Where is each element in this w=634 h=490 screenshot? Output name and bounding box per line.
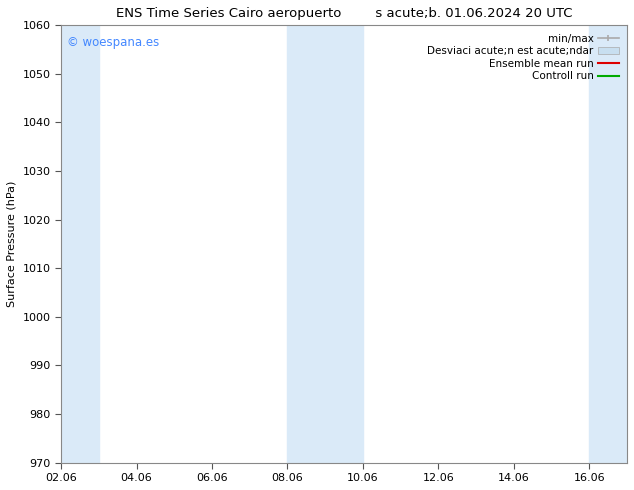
Text: © woespana.es: © woespana.es [67, 36, 159, 49]
Bar [61, 25, 99, 463]
Bar [590, 25, 627, 463]
Bar [287, 25, 363, 463]
Title: ENS Time Series Cairo aeropuerto        s acute;b. 01.06.2024 20 UTC: ENS Time Series Cairo aeropuerto s acute… [116, 7, 573, 20]
Y-axis label: Surface Pressure (hPa): Surface Pressure (hPa) [7, 181, 17, 307]
Legend: min/max, Desviaci acute;n est acute;ndar, Ensemble mean run, Controll run: min/max, Desviaci acute;n est acute;ndar… [424, 30, 622, 85]
